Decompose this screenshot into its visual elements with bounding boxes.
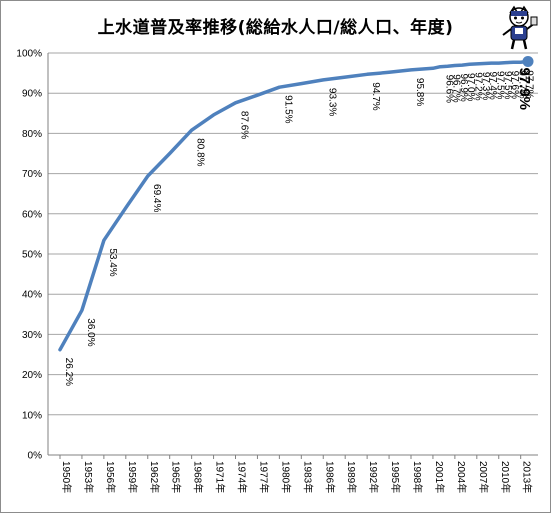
- x-tick-label: 1968年: [192, 461, 205, 493]
- data-label: 36.0%: [85, 318, 96, 346]
- y-tick-label: 20%: [22, 370, 42, 381]
- y-tick-label: 70%: [22, 169, 42, 180]
- data-label: 97.2%: [473, 72, 484, 100]
- y-tick-label: 0%: [28, 451, 43, 462]
- data-label: 80.8%: [195, 138, 206, 166]
- x-tick-label: 1992年: [367, 461, 380, 493]
- x-tick-label: 1986年: [323, 461, 336, 493]
- data-label: 97.3%: [480, 72, 491, 100]
- data-label: 97.7%: [516, 70, 527, 98]
- x-tick-label: 2004年: [455, 461, 468, 493]
- x-tick-label: 1965年: [170, 461, 183, 493]
- x-tick-label: 1953年: [82, 461, 95, 493]
- x-tick-label: 1956年: [104, 461, 117, 493]
- data-label: 97.6%: [509, 71, 520, 99]
- data-label: 69.4%: [151, 184, 162, 212]
- x-tick-label: 2010年: [499, 461, 512, 493]
- y-tick-label: 30%: [22, 330, 42, 341]
- y-tick-label: 80%: [22, 129, 42, 140]
- data-label-latest: 97.9%: [516, 67, 533, 110]
- y-tick-label: 90%: [22, 89, 42, 100]
- data-label: 97.7%: [524, 70, 535, 98]
- x-tick-label: 1983年: [301, 461, 314, 493]
- x-tick-label: 2013年: [521, 461, 534, 493]
- x-tick-label: 2007年: [477, 461, 490, 493]
- y-tick-label: 100%: [16, 49, 42, 60]
- x-tick-label: 1971年: [214, 461, 227, 493]
- data-label: 97.5%: [502, 71, 513, 99]
- data-label: 97.5%: [494, 71, 505, 99]
- data-label: 97.0%: [465, 73, 476, 101]
- x-tick-label: 1998年: [411, 461, 424, 493]
- chart-title: 上水道普及率推移(総給水人口/総人口、年度): [97, 18, 454, 38]
- x-tick-label: 1962年: [148, 461, 161, 493]
- y-tick-label: 50%: [22, 250, 42, 261]
- x-tick-label: 1950年: [60, 461, 73, 493]
- y-tick-label: 60%: [22, 209, 42, 220]
- data-label: 26.2%: [63, 358, 74, 386]
- series-line: [58, 59, 530, 352]
- x-tick-label: 1989年: [345, 461, 358, 493]
- x-tick-label: 1959年: [126, 461, 139, 493]
- data-label: 96.6%: [443, 75, 454, 103]
- mascot-icon: [502, 5, 538, 50]
- x-tick-label: 1980年: [279, 461, 292, 493]
- y-tick-label: 40%: [22, 290, 42, 301]
- series-end-marker: [522, 55, 534, 67]
- data-label: 96.9%: [458, 73, 469, 101]
- data-label: 95.8%: [414, 78, 425, 106]
- data-label: 91.5%: [282, 95, 293, 123]
- x-tick-label: 1977年: [257, 461, 270, 493]
- data-label: 96.7%: [451, 74, 462, 102]
- x-tick-label: 1974年: [236, 461, 249, 493]
- data-label: 93.3%: [326, 88, 337, 116]
- data-label: 97.4%: [487, 71, 498, 99]
- y-tick-label: 10%: [22, 410, 42, 421]
- data-label: 53.4%: [107, 248, 118, 276]
- data-label: 87.6%: [239, 111, 250, 139]
- x-tick-label: 1995年: [389, 461, 402, 493]
- data-label: 94.7%: [370, 82, 381, 110]
- x-tick-label: 2001年: [433, 461, 446, 493]
